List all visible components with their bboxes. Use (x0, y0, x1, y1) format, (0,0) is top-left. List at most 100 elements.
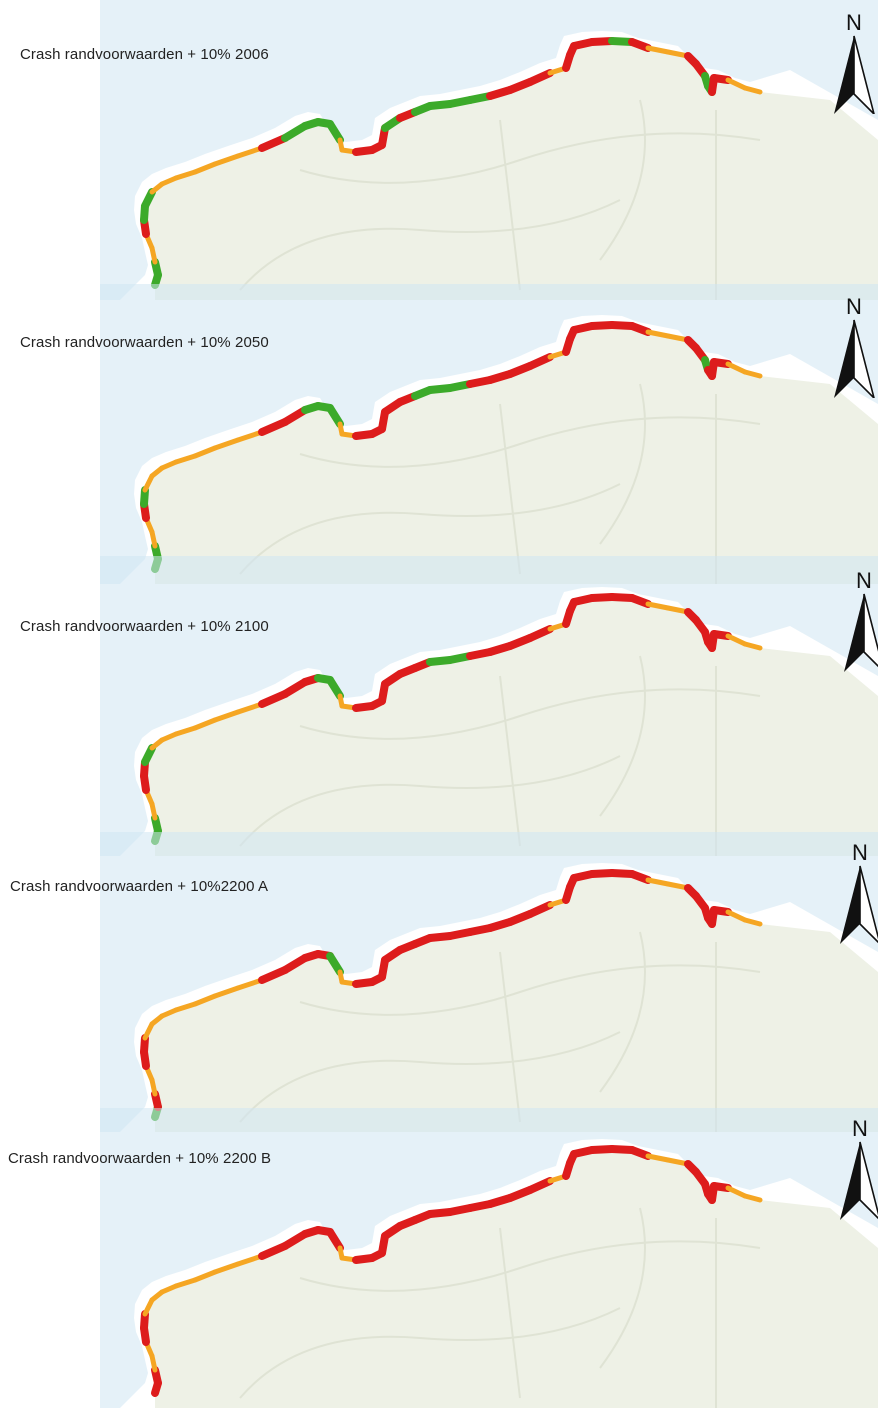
road-line (499, 675, 521, 847)
land-area (110, 41, 878, 300)
dike-segment (725, 909, 748, 923)
dike-segment (645, 45, 671, 55)
coastline-map (100, 0, 878, 300)
land-area (110, 325, 878, 584)
dike-segment (326, 120, 344, 144)
dike-segment (645, 877, 671, 887)
dike-segment (742, 917, 763, 927)
dike-segment (258, 966, 289, 984)
dike-segment (628, 38, 652, 52)
dike-segment (725, 77, 748, 91)
dike-segment (235, 701, 265, 715)
land-area (110, 1149, 878, 1408)
north-arrow-icon (834, 319, 875, 398)
dike-segment (235, 977, 265, 991)
dike-segment (173, 1277, 198, 1289)
dike-segment (159, 731, 179, 743)
road-line (239, 755, 621, 847)
dike-segment (192, 717, 218, 731)
road-line (599, 1207, 646, 1369)
road-line (599, 931, 646, 1093)
road-line (299, 132, 761, 184)
road-line (299, 1240, 761, 1292)
map-panel: Crash randvoorwaarden + 10% 2050 N (0, 284, 878, 584)
road-line (299, 688, 761, 740)
dike-segment (173, 453, 198, 465)
map-panel: Crash randvoorwaarden + 10% 2100 N (0, 556, 878, 856)
dike-segment (326, 1228, 344, 1252)
dike-segment (326, 404, 344, 428)
road-line (239, 1307, 621, 1399)
north-arrow-icon (834, 35, 875, 114)
north-arrow-icon (844, 593, 878, 672)
dike-segment (141, 188, 156, 210)
road-line (499, 951, 521, 1123)
dike-segment (212, 985, 241, 999)
dike-segment (628, 594, 652, 608)
map-panel: Crash randvoorwaarden + 10% 2006 N (0, 0, 878, 300)
dike-segment (212, 153, 241, 167)
dike-segment (235, 429, 265, 443)
panel-title: Crash randvoorwaarden + 10% 2050 (20, 334, 269, 351)
dike-segment (725, 361, 748, 375)
dike-segment (142, 1297, 155, 1317)
north-arrow-label: N (856, 568, 872, 593)
dike-segment (212, 709, 241, 723)
road-line (499, 119, 521, 291)
dike-segment (258, 418, 289, 436)
road-line (239, 1031, 621, 1123)
dike-segment (645, 601, 671, 611)
dike-segment (212, 437, 241, 451)
dike-segment (628, 322, 652, 336)
road-line (299, 416, 761, 468)
dike-segment (645, 329, 671, 339)
coastline-map (100, 832, 878, 1132)
dike-segment (628, 870, 652, 884)
dike-segment (526, 901, 554, 918)
dike-segment (212, 1261, 241, 1275)
road-line (499, 403, 521, 575)
dike-segment (141, 744, 156, 766)
dike-segment (192, 993, 218, 1007)
road-line (239, 483, 621, 575)
dike-segment (159, 175, 179, 187)
dike-segment (142, 1021, 155, 1041)
dike-segment (159, 1283, 179, 1295)
panel-title: Crash randvoorwaarden + 10% 2006 (20, 46, 269, 63)
sea-area (100, 284, 878, 584)
road-line (239, 199, 621, 291)
road-line (299, 964, 761, 1016)
dike-segment (526, 1177, 554, 1194)
road-line (599, 655, 646, 817)
dike-segment (742, 641, 763, 651)
dike-segment (159, 1007, 179, 1019)
dike-segment (645, 1153, 671, 1163)
north-arrow-label: N (846, 294, 862, 319)
north-arrow-icon (840, 865, 878, 944)
dike-segment (235, 145, 265, 159)
sea-area (100, 1108, 878, 1408)
dike-segment (742, 1193, 763, 1203)
dike-segment (725, 1185, 748, 1199)
dike-segment (173, 725, 198, 737)
map-panel: Crash randvoorwaarden + 10%2200 A N (0, 832, 878, 1132)
sea-area (100, 556, 878, 856)
sea-area (100, 0, 878, 300)
dike-segment (628, 1146, 652, 1160)
dike-segment (258, 134, 289, 152)
dike-segment (159, 459, 179, 471)
coastline-map (100, 1108, 878, 1408)
road-line (599, 383, 646, 545)
road-line (499, 1227, 521, 1399)
dike-segment (742, 369, 763, 379)
map-panel: Crash randvoorwaarden + 10% 2200 B N (0, 1108, 878, 1408)
dike-segment (526, 69, 554, 86)
dike-segment (235, 1253, 265, 1267)
north-arrow-label: N (852, 840, 868, 865)
road-line (599, 99, 646, 261)
dike-segment (725, 633, 748, 647)
coastline-map (100, 556, 878, 856)
dike-segment (326, 676, 344, 700)
panel-title: Crash randvoorwaarden + 10% 2100 (20, 618, 269, 635)
dike-segment (258, 690, 289, 708)
